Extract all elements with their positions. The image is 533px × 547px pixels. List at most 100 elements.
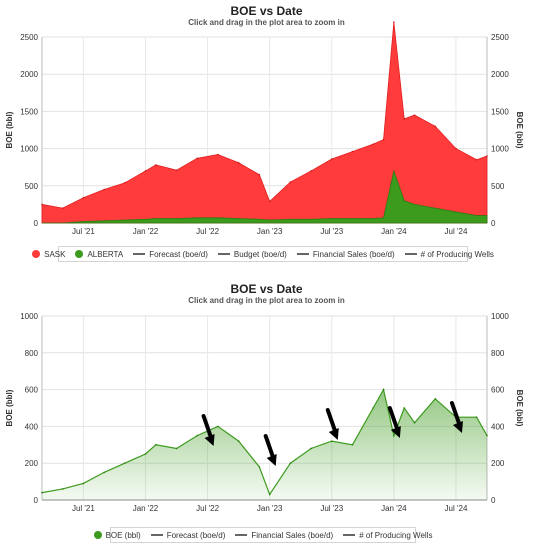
y-tick-label-right: 2000	[491, 70, 509, 79]
x-tick-label: Jan '22	[133, 227, 159, 236]
legend: SASK ALBERTA Forecast (boe/d) Budget (boe/d…	[32, 246, 494, 262]
annotation-arrow	[263, 434, 276, 461]
legend-label: ALBERTA	[87, 249, 124, 259]
data-point-boe	[61, 488, 64, 490]
data-point-boe	[175, 447, 178, 450]
legend-line-icon	[343, 534, 356, 536]
data-point-sask	[123, 182, 126, 184]
x-tick-label: Jul '24	[445, 227, 468, 236]
y-tick-label-right: 500	[491, 182, 505, 191]
y-tick-label: 200	[25, 459, 39, 468]
data-point-boe	[258, 466, 261, 468]
data-point-boe	[310, 447, 312, 450]
annotation-arrow	[387, 406, 400, 433]
data-point-boe	[123, 462, 126, 464]
data-point-sask	[258, 173, 261, 176]
y-tick-label: 1000	[20, 145, 38, 154]
legend-label: Forecast (boe/d)	[149, 249, 208, 259]
y-tick-label: 2500	[20, 33, 38, 42]
y-tick-label-right: 1500	[491, 107, 509, 116]
data-point-boe	[103, 471, 105, 474]
data-point-sask	[475, 158, 478, 161]
x-tick-label: Jul '23	[320, 227, 343, 236]
data-point-sask	[82, 196, 85, 199]
y-axis-label-right: BOE (bbl)	[515, 390, 524, 427]
x-tick-label: Jul '22	[196, 227, 219, 236]
chart-boe[interactable]: BOE vs Date Click and drag in the plot a…	[0, 278, 533, 547]
legend-item[interactable]: Budget (boe/d)	[217, 249, 287, 259]
y-tick-label-right: 2500	[491, 33, 509, 42]
data-point-sask	[237, 161, 240, 164]
legend-label: Financial Sales (boe/d)	[312, 249, 395, 259]
legend-line-icon	[404, 253, 417, 255]
data-point-sask	[103, 188, 105, 191]
data-point-boe	[486, 434, 488, 437]
y-tick-label: 600	[25, 386, 39, 395]
data-point-boe	[393, 434, 395, 437]
data-point-sask	[372, 143, 374, 145]
data-point-boe	[434, 398, 437, 400]
x-tick-label: Jan '22	[133, 504, 159, 513]
legend-item[interactable]: # of Producing Wells	[404, 249, 494, 259]
data-point-boe	[289, 462, 292, 464]
data-point-sask	[217, 153, 219, 156]
legend-item[interactable]: Forecast (boe/d)	[133, 250, 208, 259]
series-line-boe	[41, 387, 488, 496]
data-point-sask	[175, 169, 178, 171]
chart-title: BOE vs Date	[230, 282, 303, 296]
legend-label: Forecast (boe/d)	[166, 530, 226, 540]
legend-item[interactable]: Financial Sales (boe/d)	[296, 249, 395, 259]
legend-item[interactable]: ALBERTA	[75, 250, 123, 259]
chart-sask-alberta[interactable]: BOE vs Date Click and drag in the plot a…	[0, 0, 533, 270]
x-tick-label: Jan '23	[257, 504, 283, 513]
legend-dot-icon	[75, 250, 84, 258]
legend-label: SASK	[44, 249, 66, 259]
data-point-boe	[382, 388, 385, 391]
chart-title: BOE vs Date	[230, 4, 303, 18]
x-tick-label: Jul '23	[320, 504, 343, 513]
legend-line-icon	[235, 534, 248, 536]
annotation-arrow-head	[204, 434, 215, 446]
y-tick-label-right: 800	[491, 349, 505, 358]
legend-label: Budget (boe/d)	[233, 249, 287, 259]
y-tick-label-right: 1000	[491, 145, 509, 154]
legend-item[interactable]: # of Producing Wells	[343, 531, 432, 540]
data-point-sask	[455, 147, 457, 150]
y-tick-label-right: 0	[491, 219, 496, 228]
legend-dashed-line-icon	[217, 253, 230, 255]
data-point-sask	[155, 164, 157, 166]
y-tick-label: 1000	[20, 312, 38, 321]
data-point-sask	[41, 203, 43, 206]
legend-line-icon	[150, 534, 163, 536]
plot-area[interactable]: 0 0 500 500 1000 1000 1500 1500 2000 2000 2500 2500…	[0, 0, 533, 270]
legend-label: # of Producing Wells	[420, 249, 494, 259]
y-tick-label: 1500	[20, 107, 38, 116]
data-point-boe	[413, 421, 416, 424]
data-point-boe	[217, 425, 219, 428]
y-tick-label-right: 400	[491, 422, 505, 431]
legend-item[interactable]: Forecast (boe/d)	[150, 530, 226, 540]
legend-item[interactable]: BOE (bbl)	[93, 531, 141, 540]
annotation-arrow-head	[390, 426, 401, 438]
data-point-sask	[268, 200, 271, 203]
x-tick-label: Jul '21	[72, 504, 95, 513]
y-axis-label: BOE (bbl)	[5, 389, 14, 426]
y-tick-label-right: 200	[491, 459, 505, 468]
y-tick-label: 500	[25, 182, 39, 191]
legend-item[interactable]: SASK	[32, 250, 65, 259]
data-point-boe	[82, 482, 85, 485]
x-tick-label: Jan '24	[381, 504, 407, 513]
legend-dot-icon	[32, 250, 41, 258]
data-point-sask	[382, 138, 385, 141]
y-tick-label-right: 1000	[491, 312, 509, 321]
plot-area[interactable]: 0 0 200 200 400 400 600 600 800 800 1000 1000 Jul '2…	[0, 278, 533, 547]
y-tick-label-right: 0	[491, 496, 496, 505]
annotation-arrow	[449, 401, 462, 428]
legend-item[interactable]: Financial Sales (boe/d)	[235, 531, 333, 540]
data-point-boe	[403, 407, 406, 409]
data-point-sask	[196, 157, 199, 160]
y-tick-label-right: 600	[491, 386, 505, 395]
data-point-sask	[330, 158, 333, 160]
x-tick-label: Jan '24	[381, 227, 407, 236]
y-axis-label: BOE (bbl)	[5, 111, 14, 148]
